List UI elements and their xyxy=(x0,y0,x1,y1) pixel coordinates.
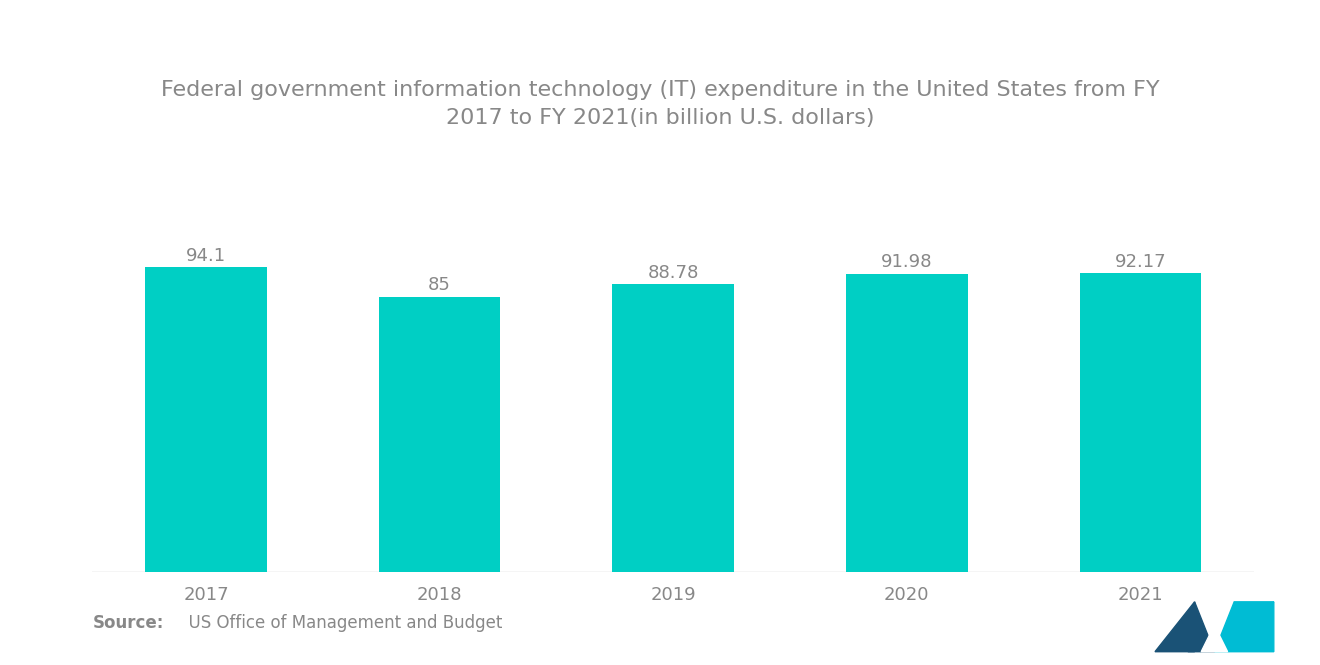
Bar xyxy=(1080,273,1201,572)
Bar xyxy=(145,267,267,572)
Text: 88.78: 88.78 xyxy=(648,264,698,282)
Polygon shape xyxy=(1214,602,1274,652)
Text: 92.17: 92.17 xyxy=(1114,253,1167,271)
Polygon shape xyxy=(1155,602,1195,652)
Text: 94.1: 94.1 xyxy=(186,247,226,265)
Polygon shape xyxy=(1214,602,1274,652)
Bar xyxy=(612,285,734,572)
Text: 85: 85 xyxy=(428,276,451,294)
Bar xyxy=(379,297,500,572)
Text: 91.98: 91.98 xyxy=(880,253,932,271)
Polygon shape xyxy=(1201,625,1228,652)
Text: US Office of Management and Budget: US Office of Management and Budget xyxy=(178,614,503,632)
Polygon shape xyxy=(1188,602,1214,652)
Text: Federal government information technology (IT) expenditure in the United States : Federal government information technolog… xyxy=(161,80,1159,128)
Bar xyxy=(846,274,968,572)
Text: Source:: Source: xyxy=(92,614,164,632)
